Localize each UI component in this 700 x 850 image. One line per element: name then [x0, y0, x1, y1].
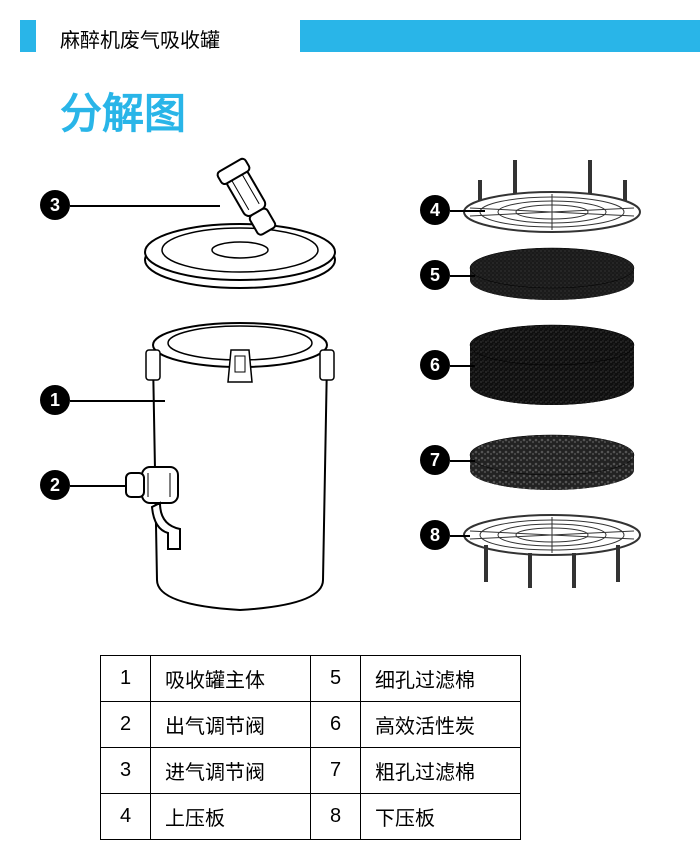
callout-8-leader	[450, 535, 470, 537]
callout-7-leader	[450, 460, 475, 462]
callout-1-leader	[70, 400, 165, 402]
table-row: 3 进气调节阀 7 粗孔过滤棉	[101, 748, 521, 794]
filter-stack-drawing	[420, 150, 680, 630]
callout-2: 2	[40, 470, 70, 500]
callout-8: 8	[420, 520, 450, 550]
callout-2-leader	[70, 485, 125, 487]
header-title: 麻醉机废气吸收罐	[50, 20, 236, 57]
header-right-stripe	[300, 20, 700, 52]
part-label: 高效活性炭	[361, 702, 521, 748]
part-number: 6	[311, 702, 361, 748]
parts-legend-table: 1 吸收罐主体 5 细孔过滤棉 2 出气调节阀 6 高效活性炭 3 进气调节阀 …	[100, 655, 521, 840]
exploded-diagram: 3 1 2 4 5 6 7 8	[20, 150, 680, 630]
canister-assembly-drawing	[40, 150, 400, 630]
table-row: 4 上压板 8 下压板	[101, 794, 521, 840]
part-number: 2	[101, 702, 151, 748]
callout-4: 4	[420, 195, 450, 225]
part-label: 上压板	[151, 794, 311, 840]
callout-4-leader	[450, 210, 485, 212]
part-label: 细孔过滤棉	[361, 656, 521, 702]
callout-6-leader	[450, 365, 475, 367]
part-number: 1	[101, 656, 151, 702]
table-row: 1 吸收罐主体 5 细孔过滤棉	[101, 656, 521, 702]
part-number: 5	[311, 656, 361, 702]
part-label: 粗孔过滤棉	[361, 748, 521, 794]
callout-5-leader	[450, 275, 475, 277]
header-accent	[20, 20, 36, 52]
part-number: 3	[101, 748, 151, 794]
part-number: 7	[311, 748, 361, 794]
callout-1: 1	[40, 385, 70, 415]
callout-3-leader	[70, 205, 220, 207]
callout-7: 7	[420, 445, 450, 475]
callout-5: 5	[420, 260, 450, 290]
part-number: 8	[311, 794, 361, 840]
part-label: 吸收罐主体	[151, 656, 311, 702]
part-label: 进气调节阀	[151, 748, 311, 794]
header-bar: 麻醉机废气吸收罐	[0, 20, 700, 52]
callout-3: 3	[40, 190, 70, 220]
part-label: 出气调节阀	[151, 702, 311, 748]
callout-6: 6	[420, 350, 450, 380]
part-label: 下压板	[361, 794, 521, 840]
part-number: 4	[101, 794, 151, 840]
section-title: 分解图	[60, 80, 186, 141]
table-row: 2 出气调节阀 6 高效活性炭	[101, 702, 521, 748]
